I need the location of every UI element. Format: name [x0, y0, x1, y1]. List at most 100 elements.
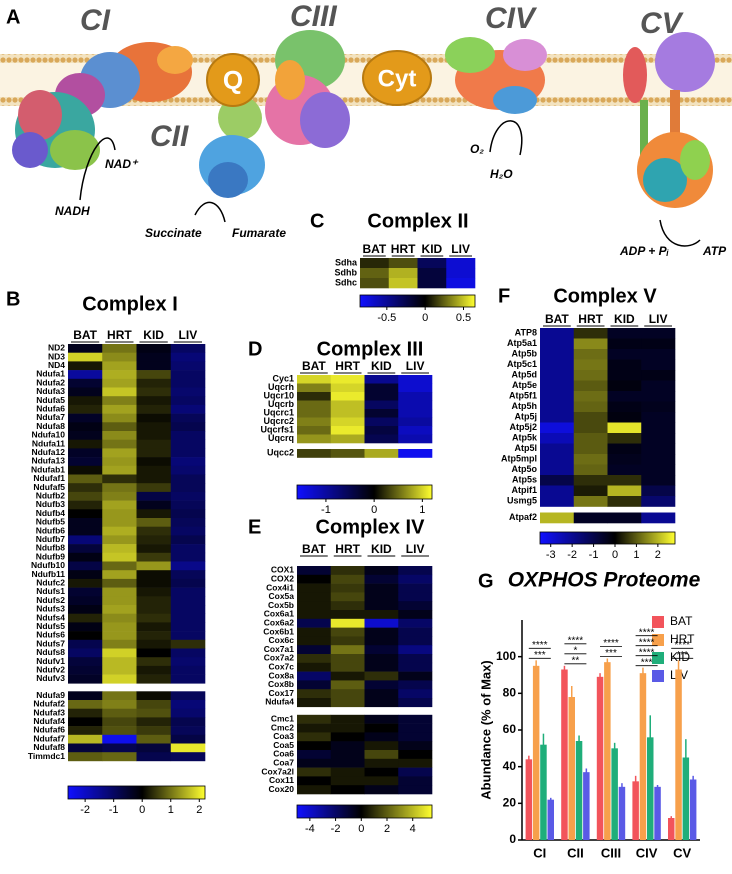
heatmap-cell [330, 654, 365, 664]
heatmap-cell [330, 741, 365, 751]
row-label: Sdha [335, 257, 358, 267]
column-label: BAT [302, 359, 326, 373]
heatmap-cell [641, 433, 676, 444]
row-label: Uqcc2 [267, 448, 294, 458]
heatmap-cell [364, 400, 399, 410]
heatmap-cell [573, 359, 608, 371]
heatmap-cell [68, 526, 103, 536]
row-label: Cox6b1 [263, 626, 294, 636]
row-label: Ndufb11 [31, 569, 65, 579]
heatmap-cell [641, 443, 676, 455]
heatmap-cell [540, 338, 575, 350]
heatmap-cell [364, 409, 399, 418]
heatmap-cell [102, 500, 137, 510]
heatmap-cell [398, 654, 433, 664]
chart-title: Complex III [317, 338, 424, 360]
row-label: Cox6c [268, 635, 294, 645]
column-label: BAT [73, 328, 97, 342]
bar [654, 786, 661, 840]
heatmap-cell [573, 328, 608, 339]
heatmap-cell [398, 601, 433, 611]
heatmap-cell [607, 422, 642, 434]
heatmap-cell [102, 552, 137, 562]
y-axis-label: Abundance (% of Max) [478, 660, 493, 799]
heatmap-cell [102, 743, 137, 753]
heatmap-cell [607, 338, 642, 350]
heatmap-cell [388, 258, 418, 269]
heatmap-cell [136, 639, 172, 649]
heatmap-cell [68, 552, 103, 562]
row-label: Ndufaf8 [33, 742, 65, 752]
heatmap-cell [68, 448, 103, 458]
heatmap-cell [170, 370, 206, 380]
heatmap-cell [170, 474, 206, 484]
membrane-bottom [0, 97, 732, 106]
heatmap-cell [297, 698, 332, 708]
heatmap-cell [102, 734, 137, 744]
significance-label: *** [534, 650, 546, 661]
heatmap-cell [68, 605, 103, 614]
column-label: LIV [406, 542, 425, 556]
heatmap-cell [297, 409, 332, 418]
row-label: Cox5a [268, 591, 294, 601]
heatmap-cell [540, 422, 575, 434]
heatmap-cell [136, 448, 172, 458]
heatmap-cell [297, 426, 332, 435]
heatmap-cell [68, 544, 103, 554]
heatmap-cell [102, 691, 137, 701]
heatmap-cell [398, 383, 433, 393]
heatmap-cell [540, 380, 575, 392]
heatmap-cell [68, 657, 103, 667]
row-label: Ndufa4 [265, 697, 294, 707]
heatmap-cell [398, 732, 433, 742]
succinate-label: Succinate [145, 226, 202, 240]
heatmap-cell [398, 758, 433, 768]
x-tick-label: CII [567, 845, 584, 860]
heatmap-cell [68, 474, 103, 484]
heatmap-cell [297, 741, 332, 751]
heatmap-cell [540, 443, 575, 455]
heatmap-cell [136, 734, 172, 744]
heatmap-cell [170, 404, 206, 414]
legend-label: KID [670, 650, 690, 664]
chart-title: Complex IV [316, 516, 426, 538]
heatmap-cell [68, 465, 103, 475]
colorbar [67, 785, 206, 800]
heatmap-cell [136, 700, 172, 709]
heatmap-cell [170, 544, 206, 554]
row-label: Uqcrq [268, 433, 294, 443]
row-label: Uqcrh [268, 382, 294, 392]
heatmap-cell [170, 457, 206, 467]
heatmap-cell [68, 631, 103, 641]
row-label: Coa5 [273, 740, 294, 750]
heatmap-cell [102, 605, 137, 614]
heatmap-cell [607, 391, 642, 402]
heatmap-cell [68, 352, 103, 362]
heatmap-cell [641, 496, 676, 507]
heatmap-cell [417, 268, 447, 279]
heatmap-cell [330, 618, 365, 628]
heatmap-cell [364, 662, 399, 672]
heatmap-cell [540, 401, 575, 413]
significance-label: **** [639, 637, 655, 648]
heatmap-cell [102, 404, 137, 414]
column-label: HRT [335, 542, 360, 556]
heatmap-cell [330, 426, 365, 435]
heatmap-cell [102, 648, 137, 658]
heatmap-cell [573, 475, 608, 486]
heatmap-cell [136, 500, 172, 510]
bar [689, 779, 697, 840]
heatmap-cell [330, 714, 365, 724]
column-label: HRT [578, 312, 603, 326]
colorbar-tick-label: -1 [321, 504, 331, 516]
heatmap-cell [136, 622, 172, 632]
row-label: Ndufs7 [36, 638, 65, 648]
row-label: Ndufb8 [36, 543, 66, 553]
row-label: Ndufa2 [36, 377, 65, 387]
heatmap-cell [102, 631, 137, 641]
heatmap-cell [573, 496, 608, 507]
row-label: Atpif1 [512, 485, 538, 495]
heatmap-cell [170, 518, 206, 527]
heatmap-cell [360, 258, 390, 269]
